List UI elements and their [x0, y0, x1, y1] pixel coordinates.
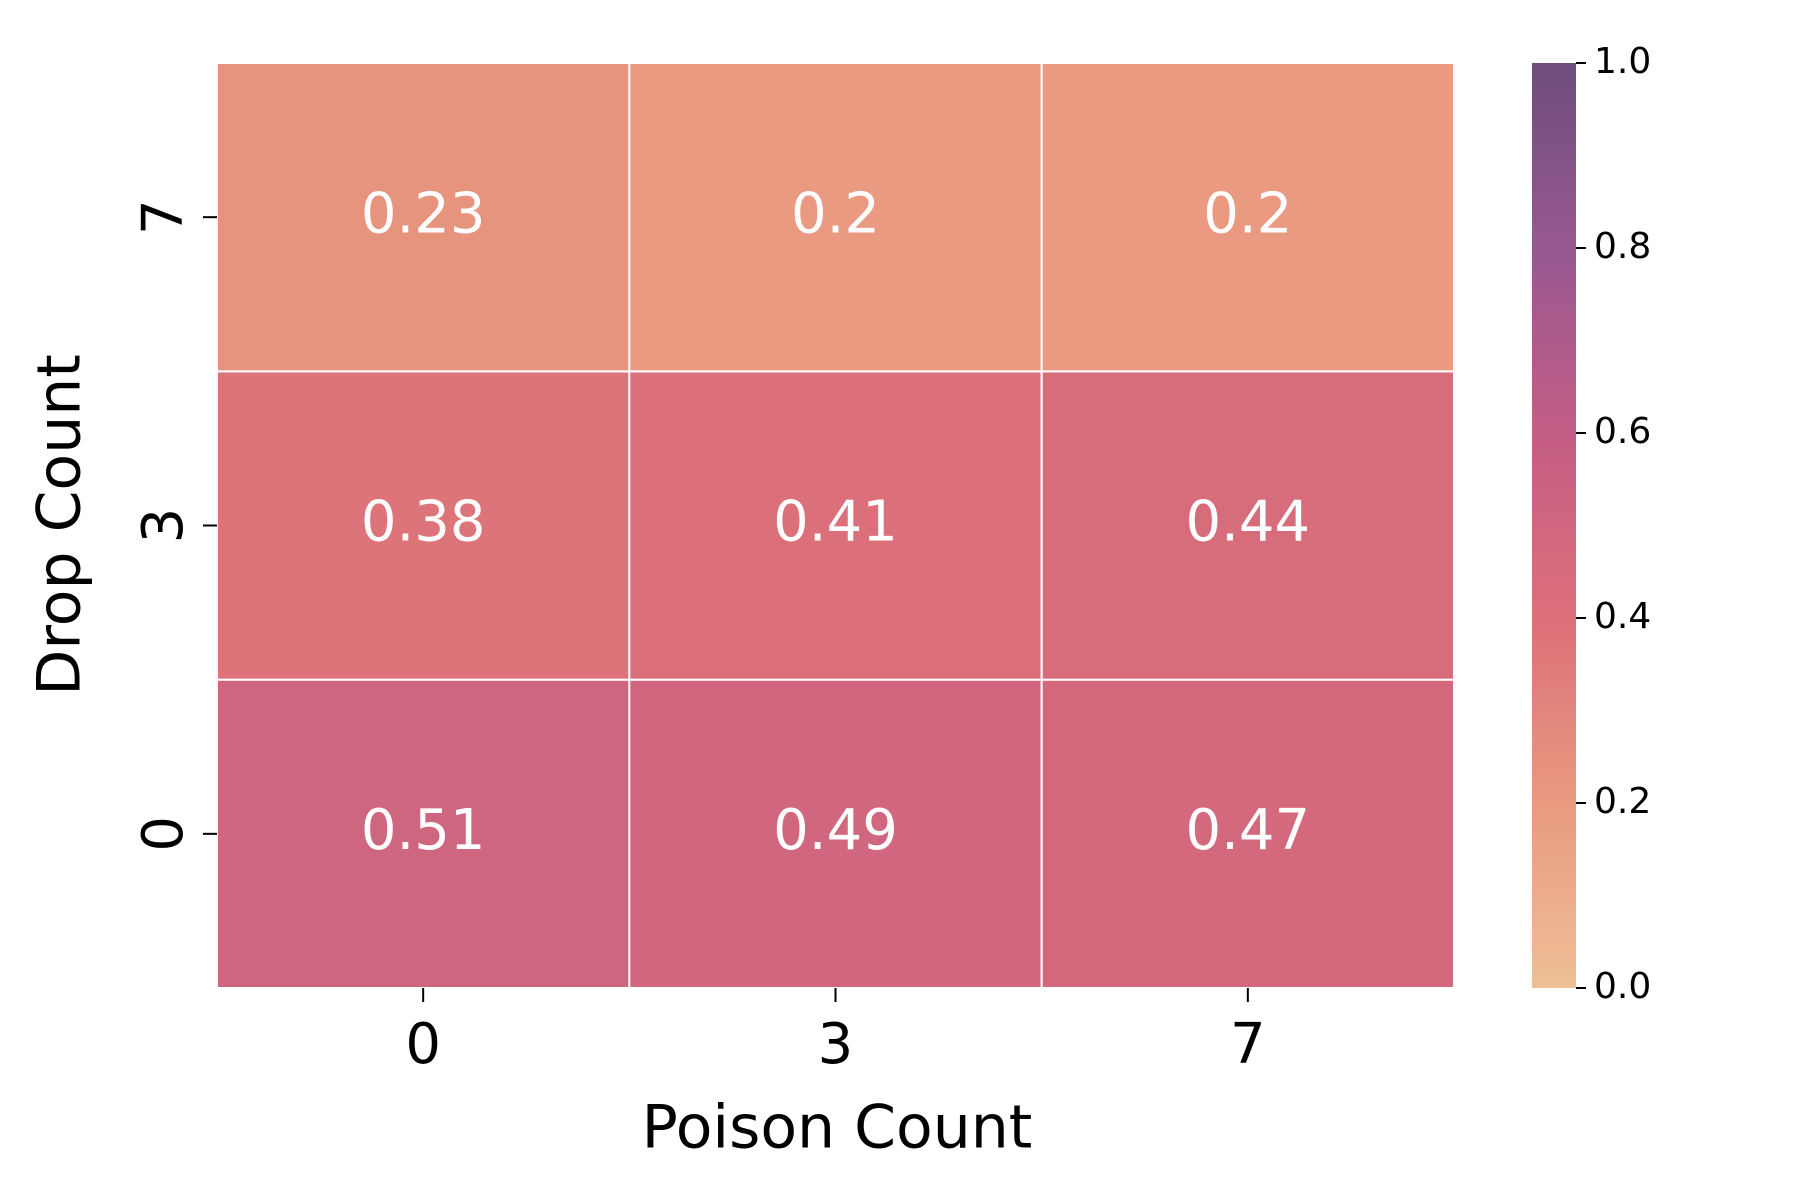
x-axis-label: Poison Count — [642, 1093, 1033, 1163]
cell-label: 0.38 — [361, 490, 486, 555]
heatmap-cell — [628, 678, 1043, 990]
colorbar-tick-label: 0.2 — [1594, 781, 1651, 822]
heatmap-cell — [628, 62, 1043, 373]
x-tick-label: 3 — [818, 1012, 854, 1077]
cell-label: 0.41 — [773, 490, 898, 555]
cell-label: 0.2 — [791, 181, 880, 246]
heatmap-cell — [216, 62, 631, 373]
y-tick-label: 7 — [131, 199, 196, 235]
y-axis-label: Drop Count — [25, 354, 95, 696]
colorbar-tick-label: 0.4 — [1594, 596, 1651, 637]
cell-label: 0.23 — [361, 181, 486, 246]
cell-label: 0.2 — [1203, 181, 1292, 246]
colorbar-tick-label: 0.0 — [1594, 966, 1651, 1007]
x-tick-label: 7 — [1230, 1012, 1266, 1077]
heatmap-cell — [1040, 370, 1455, 681]
colorbar-tick-label: 0.8 — [1594, 226, 1651, 267]
heatmap-cell — [1040, 62, 1455, 373]
colorbar-tick-label: 0.6 — [1594, 411, 1651, 452]
heatmap-cell — [216, 678, 631, 990]
heatmap-cell — [628, 370, 1043, 681]
y-tick-label: 3 — [131, 508, 196, 544]
cell-label: 0.47 — [1185, 798, 1310, 863]
cell-label: 0.51 — [361, 798, 486, 863]
y-tick-label: 0 — [131, 816, 196, 852]
colorbar-tick-label: 1.0 — [1594, 41, 1651, 82]
heatmap-cell — [216, 370, 631, 681]
cell-label: 0.49 — [773, 798, 898, 863]
colorbar — [1532, 63, 1576, 988]
x-tick-label: 0 — [405, 1012, 441, 1077]
cell-label: 0.44 — [1185, 490, 1310, 555]
